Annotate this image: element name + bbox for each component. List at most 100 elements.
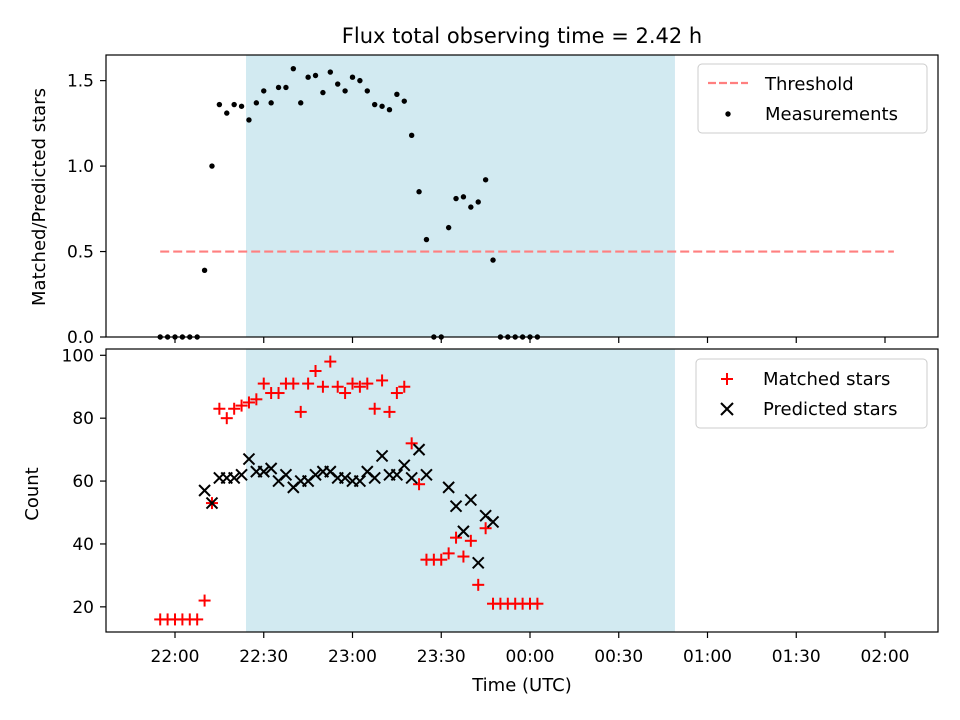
bottom-panel: 20 40 60 80 100 22:00 22:30 23:00 23:30 00:00 00:… [22,346,939,696]
measurement-point [253,100,260,106]
predicted-star-point [264,462,278,475]
measurement-point [320,89,326,96]
y-tick-label: 60 [72,472,94,492]
measurement-point [312,72,319,79]
measurement-point [238,103,245,109]
measurement-point [283,84,289,91]
measurement-point [246,117,252,123]
predicted-star-point [412,443,426,456]
matched-star-point [390,387,403,400]
measurement-point [364,88,370,94]
measurement-point [416,189,422,195]
measurement-point [490,257,496,263]
x-tick-label: 22:00 [151,647,200,667]
predicted-star-point [353,474,367,488]
y-tick-label: 20 [72,598,94,618]
matched-star-point [302,377,315,390]
matched-star-point [339,387,352,400]
predicted-star-point [472,556,485,570]
x-tick-label: 00:00 [506,647,555,667]
matched-star-point [435,553,448,566]
predicted-star-point [205,496,219,510]
top-x-ticks [174,337,886,343]
measurement-point [394,91,400,98]
measurement-point [342,88,348,94]
measurement-point [305,74,311,80]
predicted-star-point [279,468,293,481]
x-tick-label: 01:30 [772,647,821,667]
matched-star-point [309,365,322,378]
matched-star-point [479,522,492,535]
legend-matched-label: Matched stars [763,369,890,390]
measurement-point [453,195,459,202]
predicted-star-point [457,525,470,538]
x-tick-label: 23:30 [417,647,466,667]
bottom-y-ticks: 20 40 60 80 100 [62,346,106,618]
matched-star-point [457,550,470,563]
legend-measurements-swatch [725,111,731,117]
predicted-star-point [442,481,455,494]
measurement-point [475,199,481,205]
measurement-point [423,236,430,243]
measurement-point [327,69,334,75]
matched-star-point [242,396,255,409]
matched-star-point [257,377,270,390]
matched-star-point [220,412,233,425]
matched-star-point [331,380,344,393]
observing-window-shade [246,55,675,337]
matched-star-point [213,402,226,415]
matched-star-point [413,478,426,491]
measurement-point [386,106,393,113]
legend-predicted-swatch [720,402,734,416]
x-tick-label: 02:00 [861,647,910,667]
bottom-legend: Matched stars Predicted stars [695,358,928,429]
legend-measurements-label: Measurements [765,104,898,125]
legend-matched-swatch [721,373,733,385]
measurement-point [401,98,407,104]
y-tick-label: 0.5 [67,243,94,263]
matched-star-point [316,380,329,393]
x-tick-label: 22:30 [239,647,288,667]
measurement-point [445,224,452,231]
matched-star-point [472,578,485,591]
count-series [154,355,544,626]
measurement-point [261,88,267,94]
matched-star-point [442,547,455,560]
matched-star-point [376,374,389,387]
y-tick-label: 0.0 [67,328,94,348]
x-tick-label: 00:30 [594,647,643,667]
matched-star-point [353,380,366,393]
measurement-point [349,74,356,80]
top-y-axis-label: Matched/Predicted stars [29,88,50,306]
measurement-point [201,267,208,274]
measurement-point [482,177,489,183]
matched-star-point [198,594,211,607]
top-y-ticks: 0.0 0.5 1.0 1.5 [67,72,106,348]
predicted-star-point [486,515,500,529]
y-tick-label: 80 [72,409,94,429]
measurement-point [371,101,378,108]
measurement-point [216,101,223,108]
predicted-star-point [257,465,270,478]
matched-star-point [235,399,248,412]
top-panel: 0.0 0.5 1.0 1.5 Matched/Predicted stars Thr… [29,54,939,348]
y-tick-label: 1.0 [67,157,94,177]
predicted-star-point [242,452,256,466]
bottom-axes-frame [105,348,939,633]
top-legend-box [697,63,928,134]
y-tick-label: 40 [72,535,94,555]
measurement-point [357,77,363,84]
measurement-point [290,65,297,72]
top-axes-frame [105,54,939,338]
predicted-star-point [338,471,352,485]
matched-star-point [464,534,477,547]
observing-window-shade [246,349,675,632]
predicted-star-point [464,493,478,507]
predicted-star-point [420,468,433,481]
predicted-star-point [398,459,411,472]
measurement-point [408,132,415,139]
measurement-point [379,103,385,109]
measurement-point [468,204,474,210]
predicted-star-point [449,500,463,513]
y-tick-label: 1.5 [67,72,94,92]
